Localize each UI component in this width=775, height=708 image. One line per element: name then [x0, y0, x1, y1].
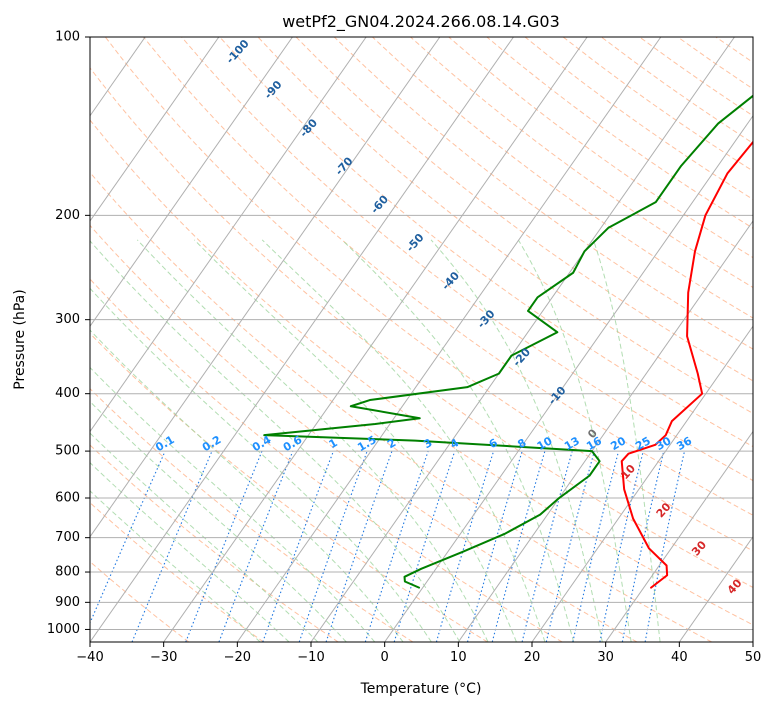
x-tick-label: −20	[224, 650, 251, 665]
dry-adiabat-line	[90, 332, 488, 642]
dry-adiabat-line	[333, 37, 753, 350]
dry-adiabat-line	[90, 560, 190, 642]
mixing-ratio-line	[262, 450, 334, 642]
moist-adiabat-line	[517, 239, 632, 642]
isotherm-line	[384, 114, 753, 642]
mixing-ratio-line	[364, 450, 429, 642]
mixing-ratio-line	[325, 450, 393, 642]
dry-adiabat-line	[90, 171, 712, 642]
y-tick-label: 100	[55, 30, 80, 45]
y-tick-label: 500	[55, 444, 80, 459]
moist-adiabat-line	[193, 239, 517, 642]
moist-adiabat-line	[90, 462, 290, 642]
mixing-ratio-line	[185, 450, 263, 642]
moist-adiabat-line	[136, 239, 489, 642]
dry-adiabat-line	[295, 37, 753, 382]
mixing-ratio-line	[218, 450, 294, 642]
isotherm-line	[90, 37, 514, 642]
y-axis-title: Pressure (hPa)	[12, 289, 28, 389]
x-tick-label: −30	[150, 650, 177, 665]
x-tick-label: 20	[524, 650, 541, 665]
x-axis-title: Temperature (°C)	[360, 681, 482, 697]
x-tick-label: −10	[297, 650, 324, 665]
y-tick-label: 600	[55, 491, 80, 506]
mixing-ratio-line	[298, 450, 368, 642]
isotherm-line	[678, 535, 753, 642]
dry-adiabat-line	[372, 37, 753, 319]
y-tick-label: 700	[55, 530, 80, 545]
y-tick-label: 1000	[47, 622, 80, 637]
dry-adiabat-line	[181, 37, 753, 482]
mixing-ratio-line	[599, 450, 644, 642]
isotherm-line	[90, 37, 293, 328]
x-tick-label: 10	[450, 650, 467, 665]
moist-adiabat-line	[430, 239, 603, 642]
y-tick-label: 200	[55, 208, 80, 223]
isotherm-line	[236, 37, 662, 642]
chart-title: wetPf2_GN04.2024.266.08.14.G03	[282, 12, 560, 32]
plot-area: -100-90-80-70-60-50-40-30-20-10010203040…	[90, 37, 753, 642]
isotherm-line	[90, 37, 367, 433]
mixing-ratio-line	[545, 450, 595, 642]
moist-adiabat-line	[90, 287, 432, 642]
mixing-ratio-line	[466, 450, 523, 642]
x-tick-label: 30	[597, 650, 614, 665]
moist-adiabat-line	[90, 329, 404, 642]
y-tick-label: 900	[55, 595, 80, 610]
moist-adiabat-line	[261, 239, 546, 642]
moist-adiabat-line	[90, 432, 319, 642]
isotherm-line	[310, 37, 735, 642]
dry-adiabat-line	[90, 67, 753, 588]
temperature-profile-line	[620, 140, 753, 589]
dry-adiabat-line	[90, 278, 563, 642]
y-tick-label: 800	[55, 565, 80, 580]
x-tick-label: 40	[671, 650, 688, 665]
dewpoint-profile-line	[263, 94, 753, 589]
isotherm-line	[531, 325, 753, 642]
dry-adiabat-line	[90, 119, 753, 626]
dry-adiabat-line	[143, 37, 753, 516]
mixing-ratio-line	[572, 450, 620, 642]
moist-adiabat-line	[90, 366, 376, 642]
y-tick-label: 400	[55, 386, 80, 401]
mixing-ratio-line	[435, 450, 495, 642]
mixing-ratio-line	[131, 450, 213, 642]
moist-adiabat-line	[90, 240, 461, 642]
plot-frame	[89, 36, 754, 643]
dry-adiabat-line	[219, 37, 753, 448]
isotherm-line	[457, 220, 753, 642]
axes-layer: −40 −30 −20 −10 0 10 20 30 40 50 100 200 300 400 500 60…	[47, 30, 761, 666]
x-tick-label: 50	[745, 650, 762, 665]
isotherm-line	[90, 37, 441, 538]
isotherm-line	[90, 37, 220, 222]
moist-adiabat-line	[90, 490, 261, 642]
moist-adiabat-line	[90, 400, 347, 642]
isotherm-line	[605, 430, 753, 642]
mixing-ratio-line	[90, 450, 166, 625]
mixing-ratio-line	[521, 450, 573, 642]
x-tick-label: −40	[76, 650, 103, 665]
x-tick-label: 0	[381, 650, 389, 665]
moist-adiabat-line	[592, 239, 661, 642]
y-tick-label: 300	[55, 312, 80, 327]
isotherm-line	[163, 37, 588, 642]
